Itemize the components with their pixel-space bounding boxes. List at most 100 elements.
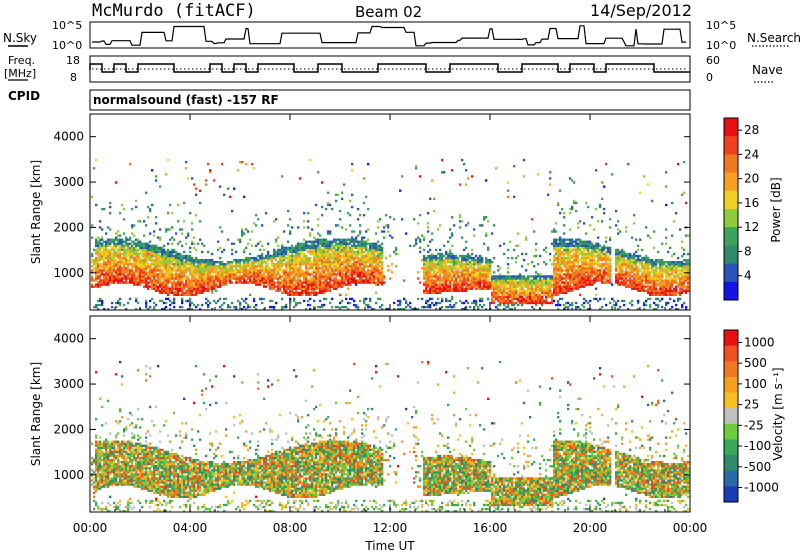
heatmap-cell — [153, 271, 156, 274]
heatmap-cell — [315, 248, 318, 252]
heatmap-cell — [95, 256, 98, 260]
heatmap-cell — [95, 263, 98, 266]
heatmap-cell — [111, 261, 114, 264]
heatmap-cell — [201, 291, 204, 294]
heatmap-cell — [163, 252, 166, 256]
heatmap-cell — [335, 279, 338, 282]
heatmap-cell — [189, 271, 192, 274]
heatmap-cell — [173, 283, 176, 286]
heatmap-cell — [565, 279, 568, 282]
heatmap-cell — [295, 244, 298, 248]
heatmap-cell — [325, 248, 328, 252]
heatmap-cell — [327, 273, 330, 276]
heatmap-cell — [449, 254, 452, 258]
heatmap-cell — [387, 307, 390, 311]
heatmap-cell — [201, 281, 204, 284]
heatmap-cell — [209, 287, 212, 290]
heatmap-cell — [589, 283, 592, 286]
heatmap-cell — [165, 265, 168, 268]
heatmap-cell — [103, 281, 106, 284]
heatmap-cell — [123, 273, 126, 276]
heatmap-cell — [229, 263, 232, 266]
heatmap-cell — [323, 258, 326, 262]
heatmap-cell — [547, 279, 550, 282]
heatmap-cell — [143, 242, 146, 245]
heatmap-cell — [487, 269, 490, 272]
heatmap-cell — [103, 267, 106, 270]
heatmap-cell — [447, 273, 450, 276]
heatmap-cell — [275, 289, 278, 292]
heatmap-cell — [433, 258, 436, 262]
heatmap-cell — [289, 287, 292, 290]
heatmap-cell — [189, 297, 192, 301]
heatmap-cell — [349, 273, 352, 276]
heatmap-cell — [521, 303, 524, 307]
heatmap-cell — [569, 240, 572, 243]
heatmap-cell — [249, 305, 252, 309]
heatmap-cell — [491, 295, 494, 299]
heatmap-cell — [101, 271, 104, 274]
heatmap-cell — [507, 287, 510, 290]
heatmap-cell — [131, 256, 134, 260]
heatmap-cell — [521, 275, 524, 278]
heatmap-cell — [311, 240, 314, 243]
heatmap-cell — [191, 279, 194, 282]
heatmap-cell — [113, 248, 116, 252]
noise-panel-frame — [89, 21, 691, 49]
heatmap-cell — [321, 263, 324, 266]
heatmap-cell — [153, 285, 156, 288]
heatmap-cell — [109, 201, 112, 205]
heatmap-cell — [101, 246, 104, 250]
heatmap-cell — [349, 252, 352, 256]
heatmap-cell — [311, 283, 314, 286]
heatmap-cell — [441, 271, 444, 274]
heatmap-cell — [313, 289, 316, 292]
heatmap-cell — [561, 252, 564, 256]
heatmap-cell — [325, 252, 328, 256]
heatmap-cell — [451, 305, 454, 309]
heatmap-cell — [447, 256, 450, 260]
heatmap-cell — [381, 281, 384, 284]
heatmap-cell — [309, 279, 312, 282]
heatmap-cell — [559, 256, 562, 260]
heatmap-cell — [573, 285, 576, 288]
heatmap-cell — [271, 271, 274, 274]
heatmap-cell — [563, 263, 566, 266]
heatmap-cell — [497, 281, 500, 284]
heatmap-cell — [235, 279, 238, 282]
heatmap-cell — [211, 258, 214, 262]
heatmap-cell — [303, 212, 306, 215]
heatmap-cell — [167, 277, 170, 280]
heatmap-cell — [319, 277, 322, 280]
heatmap-cell — [133, 271, 136, 274]
heatmap-cell — [291, 269, 294, 272]
heatmap-cell — [259, 267, 262, 270]
heatmap-cell — [329, 256, 332, 260]
heatmap-cell — [125, 271, 128, 274]
heatmap-cell — [519, 277, 522, 280]
heatmap-cell — [341, 273, 344, 276]
heatmap-cell — [581, 263, 584, 266]
heatmap-cell — [153, 279, 156, 282]
heatmap-cell — [119, 248, 122, 252]
heatmap-cell — [157, 279, 160, 282]
heatmap-cell — [125, 263, 128, 266]
heatmap-cell — [255, 273, 258, 276]
heatmap-cell — [369, 299, 372, 303]
heatmap-cell — [503, 295, 506, 299]
heatmap-cell — [501, 285, 504, 288]
heatmap-cell — [147, 258, 150, 262]
heatmap-cell — [575, 240, 578, 243]
heatmap-cell — [347, 277, 350, 280]
heatmap-cell — [209, 258, 212, 262]
heatmap-cell — [567, 258, 570, 262]
heatmap-cell — [433, 269, 436, 272]
heatmap-cell — [363, 177, 366, 180]
heatmap-cell — [105, 250, 108, 254]
heatmap-cell — [299, 248, 302, 252]
heatmap-cell — [105, 248, 108, 252]
heatmap-cell — [567, 307, 570, 311]
heatmap-cell — [529, 283, 532, 286]
heatmap-cell — [315, 238, 318, 241]
heatmap-cell — [585, 281, 588, 284]
